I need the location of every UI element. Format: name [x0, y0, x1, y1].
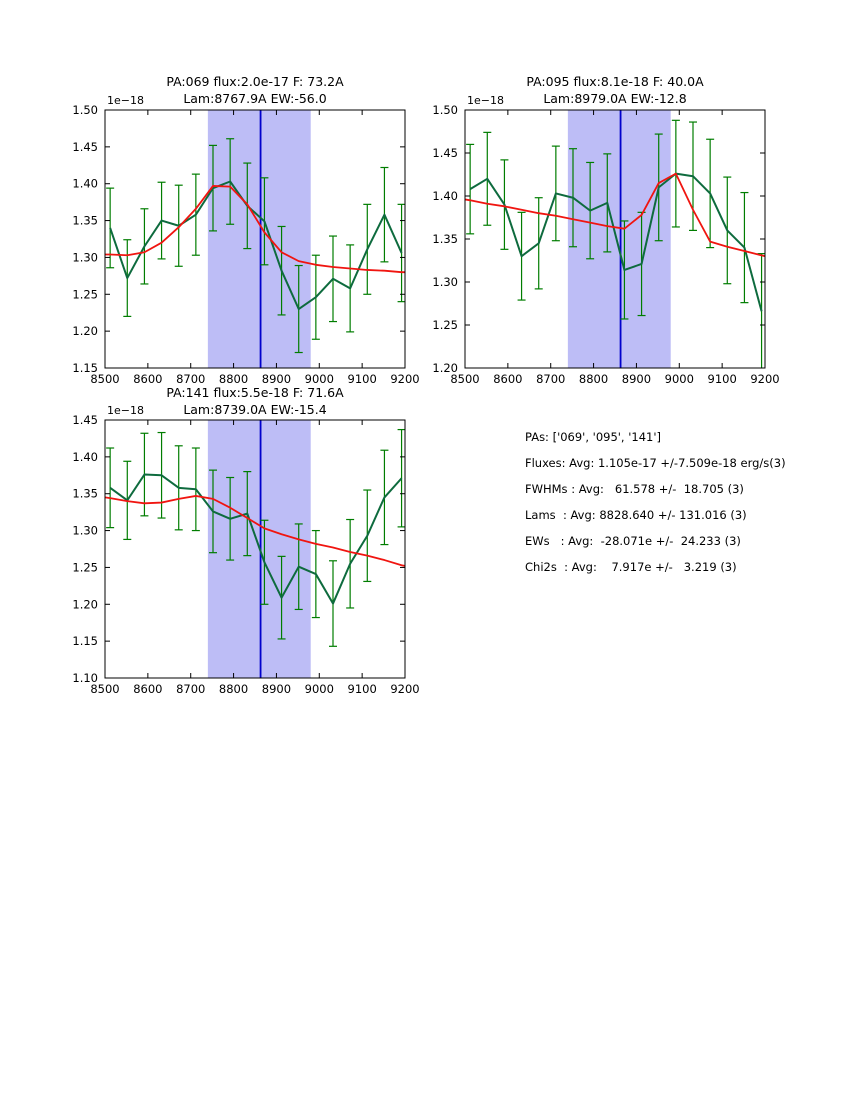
data-line: [469, 172, 763, 312]
y-tick-label: 1.25: [72, 560, 98, 574]
plot-pa069: 8500 8600 8700 8800 8900 9000 9100 9200 1.15 1.20…: [72, 94, 419, 386]
x-tick-label: 8900: [262, 682, 291, 696]
plot-title-pa141-line2: Lam:8739.0A EW:-15.4: [183, 402, 327, 417]
x-tick-label: 8700: [176, 682, 205, 696]
stats-line-lams: Lams : Avg: 8828.640 +/- 131.016 (3): [525, 508, 747, 522]
y-tick-label: 1.35: [432, 232, 458, 246]
x-tick-label: 8500: [450, 372, 479, 386]
y-tick-label: 1.20: [72, 597, 98, 611]
y-tick-label: 1.40: [72, 450, 98, 464]
x-tick-label: 8800: [579, 372, 608, 386]
x-tick-label: 8900: [622, 372, 651, 386]
fit-line: [105, 495, 405, 567]
y-tick-label: 1.15: [72, 361, 98, 375]
x-tick-label: 9100: [708, 372, 737, 386]
shaded-span: [567, 110, 671, 368]
tick-labels: 8500 8600 8700 8800 8900 9000 9100 9200 1.15 1.20…: [72, 103, 419, 386]
x-tick-label: 8500: [90, 372, 119, 386]
x-tick-label: 8600: [493, 372, 522, 386]
plot-title-pa095-line1: PA:095 flux:8.1e-18 F: 40.0A: [526, 74, 704, 89]
y-tick-label: 1.30: [432, 275, 458, 289]
plot-title-pa069: PA:069 flux:2.0e-17 F: 73.2A Lam:8767.9A…: [105, 73, 405, 107]
x-tick-label: 9000: [305, 682, 334, 696]
fit-line: [465, 172, 765, 258]
axes-frame: [104, 419, 406, 679]
y-tick-label: 1.35: [72, 487, 98, 501]
x-tick-label: 9000: [665, 372, 694, 386]
x-tick-label: 9100: [348, 682, 377, 696]
x-tick-label: 9200: [750, 372, 779, 386]
tick-labels: 8500 8600 8700 8800 8900 9000 9100 9200 1.10 1.15…: [72, 413, 419, 696]
plot-title-pa141: PA:141 flux:5.5e-18 F: 71.6A Lam:8739.0A…: [105, 384, 405, 418]
tick-labels: 8500 8600 8700 8800 8900 9000 9100 9200 1.20 1.25…: [432, 103, 779, 386]
plot-title-pa095: PA:095 flux:8.1e-18 F: 40.0A Lam:8979.0A…: [465, 73, 765, 107]
x-tick-label: 8900: [262, 372, 291, 386]
x-tick-label: 8700: [176, 372, 205, 386]
y-tick-label: 1.50: [432, 103, 458, 117]
data-line: [109, 473, 403, 605]
x-tick-label: 9100: [348, 372, 377, 386]
x-tick-label: 8800: [219, 372, 248, 386]
axes-frame: [104, 109, 406, 369]
fit-line: [105, 185, 405, 274]
plot-title-pa069-line2: Lam:8767.9A EW:-56.0: [183, 91, 327, 106]
y-tick-label: 1.25: [72, 287, 98, 301]
y-tick-label: 1.45: [72, 140, 98, 154]
x-tick-label: 8800: [219, 682, 248, 696]
y-tick-label: 1.15: [72, 634, 98, 648]
plot-pa095: 8500 8600 8700 8800 8900 9000 9100 9200 1.20 1.25…: [432, 94, 779, 386]
x-tick-label: 8500: [90, 682, 119, 696]
plot-title-pa069-line1: PA:069 flux:2.0e-17 F: 73.2A: [166, 74, 344, 89]
y-tick-label: 1.10: [72, 671, 98, 685]
plot-title-pa095-line2: Lam:8979.0A EW:-12.8: [543, 91, 687, 106]
y-tick-label: 1.20: [432, 361, 458, 375]
x-tick-label: 8600: [133, 682, 162, 696]
y-tick-label: 1.45: [72, 413, 98, 427]
y-axis-offset-label: 1e−18: [107, 404, 144, 417]
y-tick-label: 1.30: [72, 524, 98, 538]
shaded-span: [207, 110, 311, 368]
stats-line-chi2s: Chi2s : Avg: 7.917e +/- 3.219 (3): [525, 560, 737, 574]
x-tick-label: 8600: [133, 372, 162, 386]
stats-line-fwhms: FWHMs : Avg: 61.578 +/- 18.705 (3): [525, 482, 744, 496]
stats-line-ews: EWs : Avg: -28.071e +/- 24.233 (3): [525, 534, 741, 548]
stats-line-fluxes: Fluxes: Avg: 1.105e-17 +/-7.509e-18 erg/…: [525, 456, 786, 470]
y-tick-label: 1.40: [432, 189, 458, 203]
y-axis-offset-label: 1e−18: [107, 94, 144, 107]
x-tick-label: 9000: [305, 372, 334, 386]
x-tick-label: 8700: [536, 372, 565, 386]
y-axis-offset-label: 1e−18: [467, 94, 504, 107]
y-tick-label: 1.20: [72, 324, 98, 338]
plot-pa141: 8500 8600 8700 8800 8900 9000 9100 9200 1.10 1.15…: [72, 404, 419, 696]
data-line: [109, 180, 403, 311]
y-tick-label: 1.30: [72, 250, 98, 264]
y-tick-label: 1.50: [72, 103, 98, 117]
y-tick-label: 1.25: [432, 318, 458, 332]
y-tick-label: 1.35: [72, 214, 98, 228]
plot-title-pa141-line1: PA:141 flux:5.5e-18 F: 71.6A: [166, 385, 344, 400]
stats-line-pas: PAs: ['069', '095', '141']: [525, 430, 662, 444]
y-tick-label: 1.40: [72, 177, 98, 191]
x-tick-label: 9200: [390, 372, 419, 386]
x-tick-label: 9200: [390, 682, 419, 696]
y-tick-label: 1.45: [432, 146, 458, 160]
